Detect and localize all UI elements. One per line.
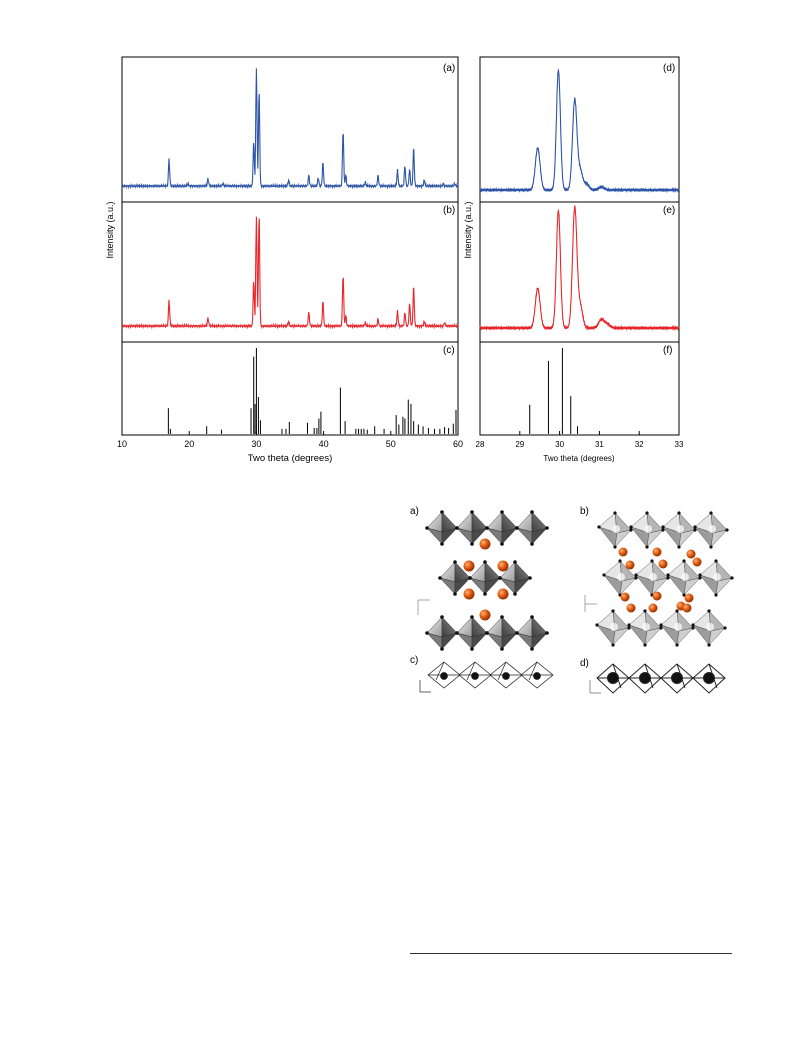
right-panel-group: (d) (e) (f) Intensity (a.u.) Two theta (…	[463, 56, 684, 463]
y-axis-label: Intensity (a.u.)	[105, 201, 115, 258]
panel-label-e: (e)	[663, 205, 675, 216]
reference-sticks-f	[529, 348, 579, 434]
x-tick-label: 20	[184, 439, 194, 449]
xrd-trace-b	[121, 216, 459, 330]
struct-label-a: a)	[410, 506, 419, 517]
x-axis-label-right: Two theta (degrees)	[543, 454, 614, 463]
panel-f-frame	[479, 341, 680, 436]
x-tick-label: 32	[635, 440, 644, 449]
panel-c-frame	[121, 341, 459, 436]
x-tick-label: 40	[319, 439, 329, 449]
x-tick-label: 60	[453, 439, 463, 449]
xrd-trace-d	[479, 68, 680, 194]
panel-b-frame	[121, 201, 459, 343]
struct-label-c: c)	[410, 655, 418, 666]
panel-label-c: (c)	[443, 345, 455, 356]
x-tick-label: 50	[386, 439, 396, 449]
panel-label-d: (d)	[663, 63, 675, 74]
struct-label-b: b)	[580, 506, 589, 517]
left-panel-group: (a) (b) (c) Intensity (a.u.) Two theta (…	[105, 56, 463, 464]
x-tick-label: 30	[251, 439, 261, 449]
x-tick-label: 10	[117, 439, 127, 449]
xrd-figure: (a) (b) (c) Intensity (a.u.) Two theta (…	[105, 56, 684, 464]
xrd-trace-a	[121, 68, 459, 190]
structure-b	[584, 510, 735, 648]
y-axis-label-right: Intensity (a.u.)	[463, 201, 473, 258]
panel-label-f: (f)	[663, 345, 672, 356]
crystal-structure-figure: a) b) c) d)	[410, 506, 735, 694]
x-ticks-right: 28 29 30 31 32 33	[476, 431, 684, 449]
panel-a-frame	[121, 56, 459, 203]
xrd-trace-e	[479, 205, 680, 332]
footnote-rule	[410, 953, 732, 954]
x-ticks-left: 10 20 30 40 50 60	[117, 431, 463, 449]
panel-e-frame	[479, 201, 680, 343]
x-tick-label: 29	[515, 440, 524, 449]
struct-label-d: d)	[580, 658, 589, 669]
panel-label-b: (b)	[443, 205, 455, 216]
panel-label-a: (a)	[443, 63, 455, 74]
x-tick-label: 31	[595, 440, 604, 449]
x-tick-label: 30	[555, 440, 564, 449]
x-tick-label: 33	[675, 440, 684, 449]
x-axis-label-left: Two theta (degrees)	[248, 453, 333, 464]
structure-c-chain	[419, 661, 554, 693]
reference-sticks-c	[167, 348, 457, 434]
x-tick-label: 28	[476, 440, 485, 449]
structure-d-chain	[589, 663, 726, 694]
structure-a	[417, 509, 550, 652]
panel-d-frame	[479, 56, 680, 203]
